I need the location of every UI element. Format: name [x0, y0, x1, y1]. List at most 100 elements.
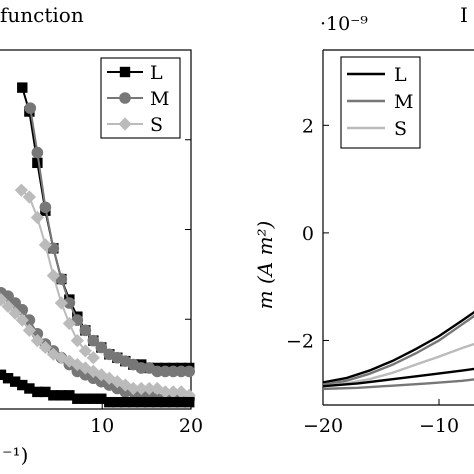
left-series-M	[24, 102, 196, 378]
left-x-axis-label: ⁻¹)	[2, 443, 28, 467]
right-ticks: −202−20 −10	[286, 115, 459, 437]
left-series-S	[14, 183, 100, 365]
left-data-point	[159, 365, 172, 378]
left-data-point	[126, 381, 140, 396]
right-series-line-S	[322, 342, 474, 388]
left-data-point	[176, 396, 187, 408]
left-data-point	[62, 354, 76, 368]
left-x-ticks: 10 20	[90, 403, 203, 437]
left-data-point	[96, 393, 107, 404]
left-series-group	[0, 82, 196, 408]
left-data-point	[22, 323, 36, 337]
left-data-point	[14, 183, 28, 197]
left-data-point	[112, 396, 123, 408]
left-data-point	[24, 383, 35, 394]
left-legend-label: S	[150, 114, 163, 136]
left-data-point	[104, 396, 115, 408]
left-data-point	[88, 393, 99, 404]
right-legend-label: L	[394, 64, 407, 86]
left-data-point	[30, 334, 44, 348]
left-data-point	[175, 365, 188, 378]
right-plot-area	[322, 49, 474, 406]
left-data-point	[168, 396, 179, 408]
right-legend-box	[340, 56, 421, 149]
left-data-point	[120, 396, 131, 408]
left-legend-marker	[119, 66, 131, 78]
left-data-point	[152, 396, 163, 408]
right-y-multiplier: ·10⁻⁹	[320, 13, 368, 35]
left-data-point	[135, 362, 148, 374]
left-data-point	[166, 385, 180, 399]
right-series-line-extra-4	[322, 378, 474, 391]
left-data-point	[86, 364, 100, 378]
left-data-point	[30, 210, 44, 225]
left-x-tick-label: 20	[179, 415, 203, 437]
left-data-point	[32, 157, 43, 169]
left-chart-title: function	[0, 3, 84, 27]
right-chart: I ·10⁻⁹ −202−20 −10 m (A m²) LMS	[253, 3, 474, 437]
left-data-point	[38, 340, 52, 355]
left-data-point	[167, 365, 180, 378]
left-data-point	[54, 296, 68, 310]
left-legend-label: L	[150, 62, 163, 84]
left-plot-area	[0, 49, 192, 410]
right-y-tick-label: −2	[286, 330, 314, 352]
left-data-point	[78, 344, 92, 358]
left-data-point	[80, 393, 91, 404]
left-data-point	[62, 316, 76, 331]
left-data-point	[134, 381, 148, 396]
left-data-point	[46, 269, 60, 283]
left-data-point	[40, 386, 51, 398]
left-data-point	[9, 376, 21, 387]
right-series-line-L	[322, 310, 474, 384]
left-data-point	[151, 365, 164, 378]
right-y-tick-label: 0	[302, 223, 314, 245]
left-data-point	[17, 82, 28, 93]
left-data-point	[0, 292, 8, 307]
left-legend-marker	[119, 92, 131, 104]
left-legend: LMS	[100, 57, 181, 139]
left-data-point	[142, 381, 156, 396]
left-data-point	[1, 299, 15, 314]
left-data-point	[110, 375, 124, 389]
left-legend-marker	[118, 117, 132, 131]
left-data-point	[95, 341, 108, 354]
left-data-point	[144, 396, 155, 408]
left-data-point	[15, 313, 29, 327]
right-series-line-extra-3	[322, 367, 474, 388]
left-data-point	[8, 306, 22, 320]
left-data-point	[70, 357, 84, 372]
left-data-point	[86, 351, 100, 365]
left-data-point	[56, 390, 67, 401]
left-data-point	[24, 102, 37, 114]
left-data-point	[158, 385, 172, 399]
left-data-point	[23, 314, 36, 326]
right-y-tick-label: 2	[302, 115, 314, 137]
left-data-point	[2, 373, 14, 384]
left-data-point	[31, 146, 44, 159]
left-data-point	[39, 201, 52, 214]
left-series-line	[20, 189, 94, 359]
left-data-point	[79, 324, 92, 337]
left-data-point	[48, 390, 59, 401]
left-series-line	[29, 107, 190, 373]
left-data-point	[160, 396, 171, 408]
left-data-point	[17, 379, 28, 391]
right-series-line-M	[322, 314, 474, 386]
right-x-tick-label: −20	[303, 415, 343, 437]
left-data-point	[22, 190, 36, 204]
left-data-point	[32, 386, 43, 398]
right-legend-label: M	[394, 91, 413, 113]
left-data-point	[72, 393, 83, 404]
left-data-point	[136, 396, 147, 408]
left-data-point	[70, 334, 84, 348]
left-data-point	[183, 365, 196, 378]
left-data-point	[184, 396, 195, 408]
right-legend: LMS	[340, 56, 421, 149]
left-x-tick-label: 10	[90, 415, 114, 437]
right-y-axis-label: m (A m²)	[253, 221, 277, 310]
left-chart: function 10 20 ⁻¹) LMS	[0, 3, 203, 467]
left-data-point	[46, 347, 60, 361]
left-data-point	[38, 238, 52, 252]
